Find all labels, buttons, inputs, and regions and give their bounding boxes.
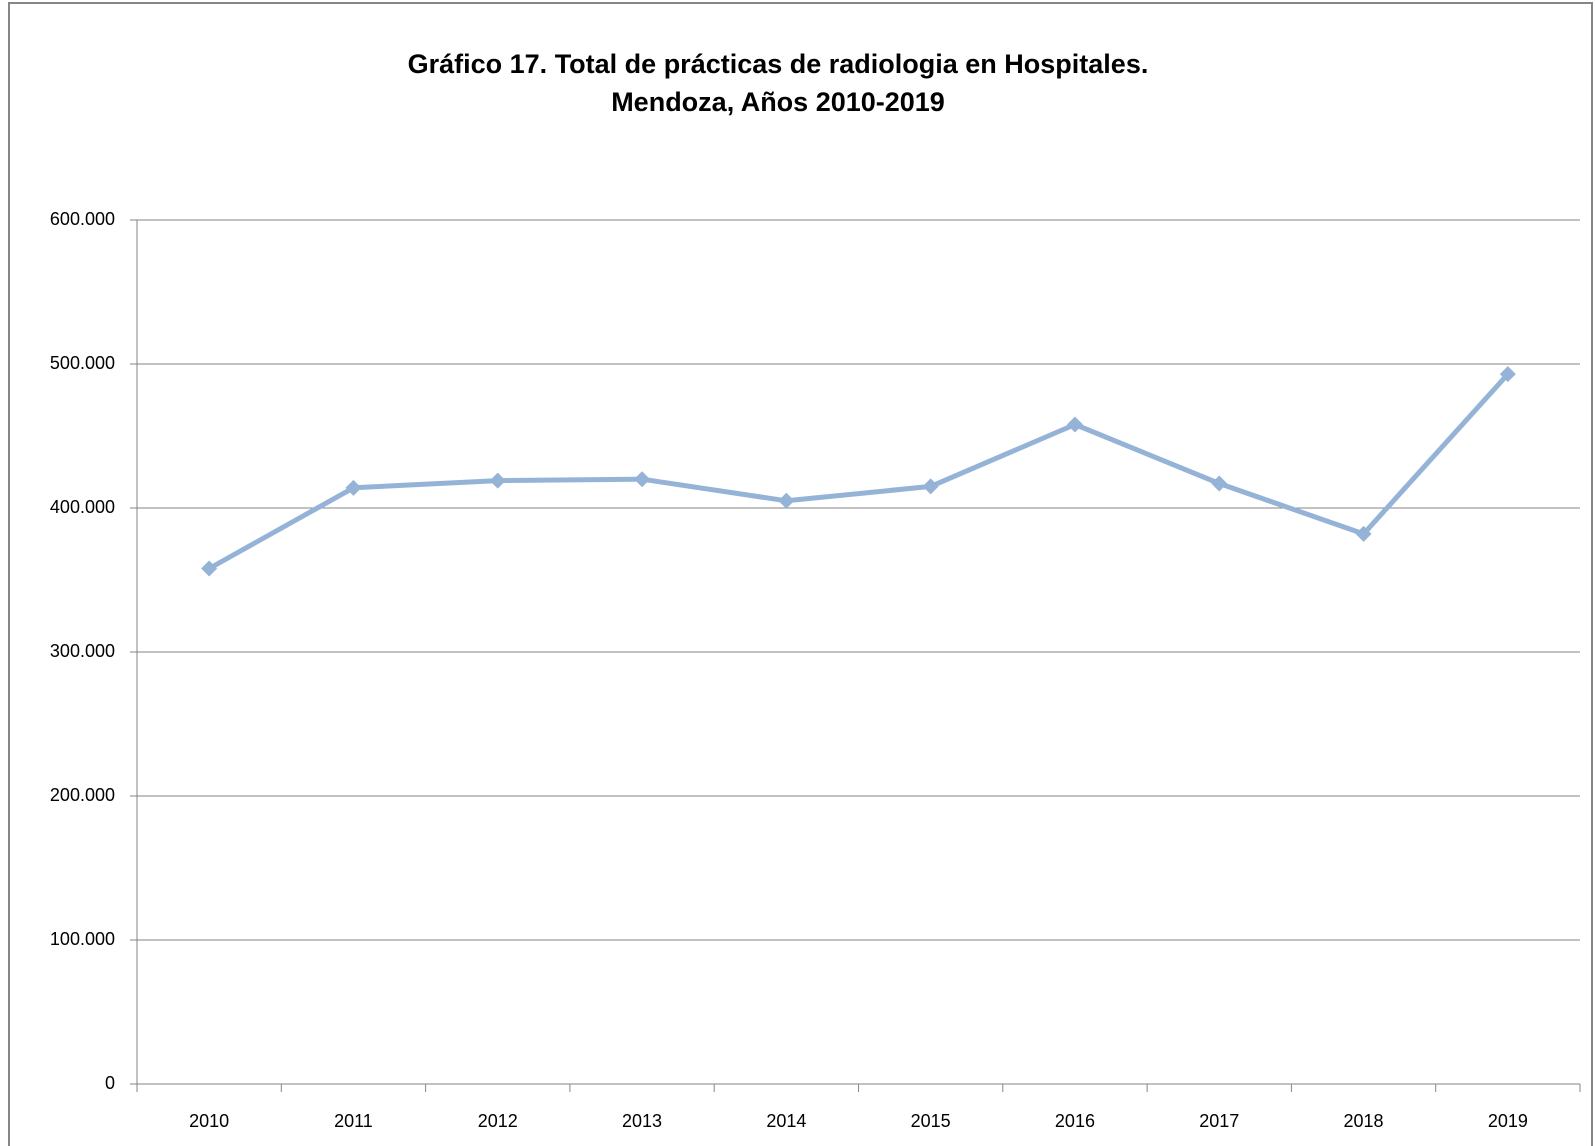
x-tick-label: 2017 (1199, 1111, 1239, 1131)
data-marker (778, 492, 795, 509)
data-marker (1211, 475, 1228, 492)
y-tick-label: 200.000 (50, 785, 115, 805)
data-marker (201, 560, 218, 577)
data-marker (922, 478, 939, 495)
x-tick-label: 2014 (766, 1111, 806, 1131)
y-tick-label: 400.000 (50, 497, 115, 517)
x-tick-label: 2011 (334, 1111, 373, 1131)
data-marker (489, 472, 506, 489)
data-marker (634, 471, 651, 488)
data-line (207, 372, 1510, 571)
data-marker (1355, 525, 1372, 542)
y-tick-label: 500.000 (50, 353, 115, 373)
data-marker (1499, 366, 1516, 383)
x-tick-label: 2013 (622, 1111, 662, 1131)
chart-subtitle: Mendoza, Años 2010-2019 (611, 87, 945, 117)
data-marker (345, 479, 362, 496)
x-tick-label: 2019 (1488, 1111, 1528, 1131)
x-tick-label: 2015 (911, 1111, 951, 1131)
data-marker (1066, 416, 1083, 433)
x-tick-label: 2018 (1344, 1111, 1384, 1131)
y-tick-label: 0 (105, 1073, 115, 1093)
y-tick-label: 300.000 (50, 641, 115, 661)
y-tick-label: 100.000 (50, 929, 115, 949)
chart-frame (8, 2, 1593, 1146)
chart-title: Gráfico 17. Total de prácticas de radiol… (408, 49, 1149, 79)
x-tick-label: 2010 (189, 1111, 229, 1131)
y-tick-label: 600.000 (50, 209, 115, 229)
x-tick-label: 2012 (478, 1111, 518, 1131)
x-tick-label: 2016 (1055, 1111, 1095, 1131)
